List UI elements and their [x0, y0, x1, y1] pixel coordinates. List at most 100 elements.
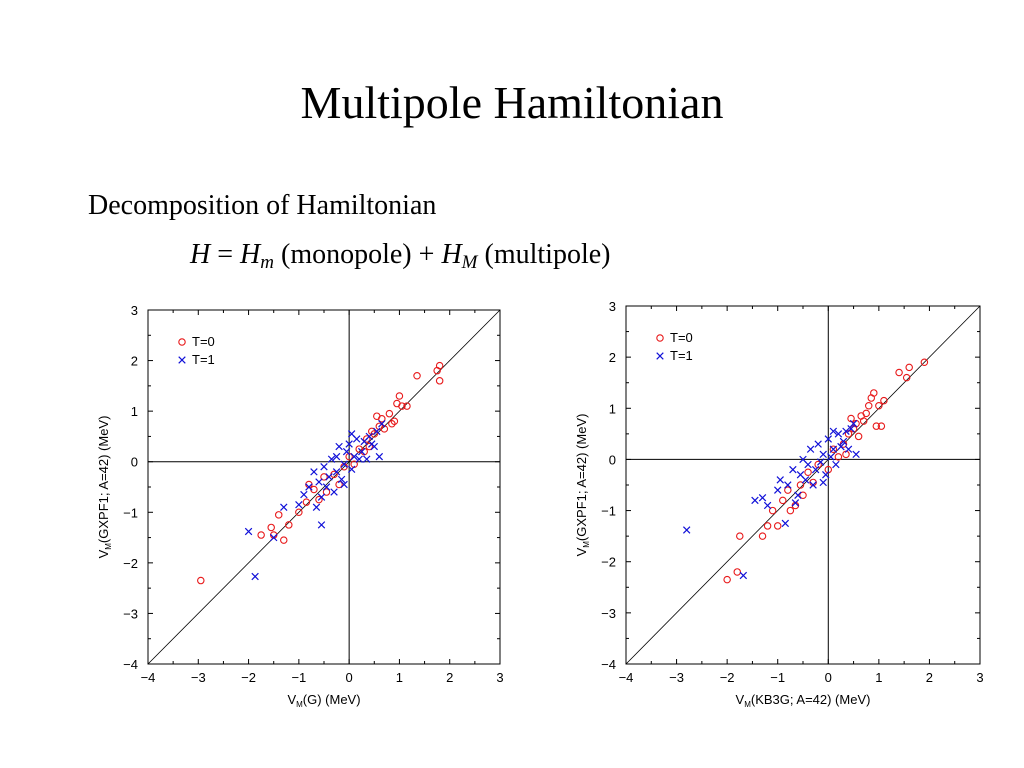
formula: H = Hm (monopole) + HM (multipole) — [190, 239, 610, 274]
data-point-t1 — [839, 437, 848, 446]
data-point-t1 — [317, 521, 326, 529]
data-point-t1 — [355, 455, 363, 463]
data-point-t1 — [816, 458, 825, 466]
data-point-t1 — [784, 481, 792, 489]
data-point-t1 — [322, 483, 331, 491]
data-point-t0 — [365, 442, 374, 451]
data-point-t1 — [340, 460, 348, 468]
data-point-t1 — [337, 475, 346, 484]
y-tick-label: −4 — [123, 657, 138, 672]
data-point-t0 — [880, 396, 888, 405]
y-tick-label: 0 — [609, 452, 616, 467]
data-point-t1 — [739, 571, 748, 580]
data-point-t1 — [814, 440, 822, 448]
data-point-t1 — [837, 442, 845, 451]
x-tick-label: −3 — [669, 670, 684, 685]
data-point-t0 — [870, 389, 878, 397]
y-tick-label: −4 — [601, 657, 616, 672]
formula-m-sub: m — [260, 252, 274, 273]
scatter-chart-right: −4 −3 −2 −1 0 1 2 3 −4 −3 −2 −1 0 1 2 3 VM(KB3G; A=42) (… — [574, 299, 984, 709]
data-point-t0 — [378, 414, 386, 423]
data-point-t0 — [920, 358, 929, 367]
legend-label: T=1 — [192, 352, 215, 367]
data-point-t1 — [819, 450, 827, 459]
data-point-t0 — [285, 521, 293, 529]
data-point-t0 — [388, 420, 396, 428]
data-point-t1 — [834, 430, 843, 438]
data-point-t1 — [363, 455, 371, 463]
slide-title: Multipole Hamiltonian — [300, 77, 724, 128]
data-point-t1 — [342, 447, 351, 456]
data-point-t0 — [322, 488, 331, 496]
y-tick-label: −2 — [601, 555, 616, 570]
data-point-t0 — [197, 576, 205, 585]
y-tick-label: 0 — [131, 455, 138, 470]
y-axis-label: VM(GXPF1; A=42) (MeV) — [96, 416, 113, 559]
data-point-t1 — [849, 419, 858, 428]
diagonal-line — [147, 309, 501, 665]
data-point-t1 — [824, 435, 833, 443]
x-tick-label: −4 — [141, 670, 156, 685]
data-point-t1 — [320, 463, 328, 471]
data-point-t1 — [378, 420, 386, 428]
data-point-t0 — [829, 445, 838, 453]
data-point-t0 — [320, 473, 328, 481]
data-point-t0 — [257, 531, 265, 539]
legend-label: T=0 — [670, 330, 693, 345]
x-tick-label: 3 — [976, 670, 983, 685]
data-point-t0 — [875, 401, 883, 410]
data-point-t0 — [733, 568, 742, 576]
data-point-t0 — [267, 523, 275, 532]
data-point-t0 — [413, 371, 421, 380]
data-point-t1 — [682, 526, 691, 534]
x-tick-label: −1 — [770, 670, 785, 685]
data-point-t0 — [784, 486, 792, 494]
data-point-t1 — [758, 494, 767, 502]
data-point-t1 — [811, 465, 820, 474]
data-point-t1 — [350, 452, 358, 461]
data-point-t0 — [895, 368, 903, 377]
formula-monopole: (monopole) + — [274, 239, 442, 270]
data-point-t0 — [905, 363, 913, 372]
data-point-t0 — [796, 481, 805, 489]
data-point-t1 — [781, 519, 790, 528]
data-point-t0 — [834, 453, 843, 461]
data-point-t1 — [844, 445, 853, 453]
data-point-t0 — [799, 491, 807, 499]
data-point-t0 — [302, 498, 311, 506]
data-point-t1 — [315, 478, 323, 486]
data-point-t1 — [791, 499, 800, 507]
y-tick-label: −1 — [601, 504, 616, 519]
x-tick-label: 0 — [346, 670, 353, 685]
data-point-t0 — [773, 522, 782, 530]
data-point-t1 — [829, 427, 838, 436]
data-point-t1 — [340, 480, 348, 489]
y-tick-label: 1 — [131, 404, 138, 419]
data-point-t1 — [847, 425, 855, 433]
legend-marker-t0 — [656, 334, 664, 342]
legend-label: T=1 — [670, 348, 693, 363]
formula-multipole: (multipole) — [477, 239, 611, 270]
data-point-t1 — [347, 430, 356, 438]
x-tick-label: −3 — [191, 670, 206, 685]
y-tick-label: 3 — [131, 303, 138, 318]
data-point-t0 — [398, 402, 406, 410]
data-point-t1 — [373, 427, 381, 436]
y-tick-label: 2 — [131, 354, 138, 369]
y-tick-label: 3 — [609, 299, 616, 314]
y-tick-label: −2 — [123, 556, 138, 571]
data-point-t1 — [330, 488, 338, 496]
data-point-t1 — [357, 447, 366, 456]
legend-marker-t1 — [656, 352, 664, 360]
data-point-t1 — [804, 460, 812, 469]
legend-marker-t0 — [178, 338, 186, 346]
data-point-t1 — [365, 432, 373, 441]
data-point-t1 — [819, 478, 827, 487]
data-point-t0 — [877, 422, 886, 430]
data-point-t0 — [862, 409, 870, 418]
data-point-t1 — [347, 465, 356, 474]
data-point-t1 — [310, 468, 318, 476]
data-point-t1 — [375, 452, 384, 461]
data-point-t0 — [362, 435, 371, 443]
data-point-t1 — [827, 453, 835, 461]
